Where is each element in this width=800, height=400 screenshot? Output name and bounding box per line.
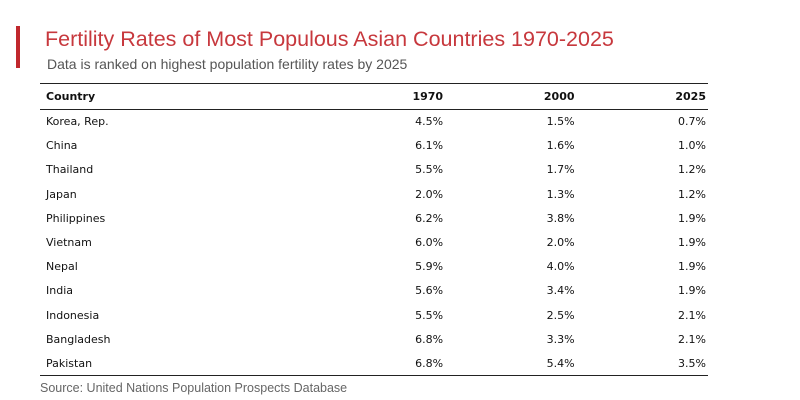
- cell-2000: 1.7%: [546, 163, 575, 177]
- cell-1970: 6.8%: [339, 351, 446, 377]
- cell-2000: 5.4%: [445, 351, 577, 377]
- table-row: Pakistan 6.8% 5.4% 3.5%: [40, 351, 708, 377]
- cell-2025: 1.2%: [678, 187, 706, 201]
- cell-2025: 1.0%: [678, 139, 706, 153]
- cell-2025: 1.9%: [678, 211, 706, 225]
- cell-2000: 3.4%: [546, 284, 575, 298]
- cell-2000: 4.0%: [546, 260, 575, 274]
- table-row: Japan 2.0% 1.3% 1.2%: [40, 182, 708, 206]
- table-row: Vietnam 6.0% 2.0% 1.9%: [40, 230, 708, 254]
- cell-1970: 5.6%: [415, 284, 444, 298]
- cell-2000: 2.5%: [546, 308, 575, 322]
- cell-2025: 3.5%: [576, 351, 708, 377]
- cell-country: Vietnam: [46, 236, 92, 250]
- table-row: China 6.1% 1.6% 1.0%: [40, 134, 708, 158]
- table-header-row: Country 1970 2000 2025: [40, 83, 708, 110]
- chart-subtitle: Data is ranked on highest population fer…: [47, 56, 408, 72]
- cell-2000: 1.6%: [546, 139, 575, 153]
- cell-2025: 2.1%: [678, 332, 706, 346]
- cell-1970: 5.5%: [415, 163, 444, 177]
- cell-country: Korea, Rep.: [46, 115, 109, 129]
- header-country: Country: [40, 83, 340, 110]
- cell-2000: 1.5%: [546, 115, 575, 129]
- cell-2025: 1.9%: [678, 236, 706, 250]
- cell-country: Indonesia: [46, 308, 100, 322]
- cell-country: Nepal: [46, 260, 78, 274]
- cell-country: Japan: [46, 187, 77, 201]
- source-note: Source: United Nations Population Prospe…: [40, 381, 348, 395]
- table-body: Korea, Rep. 4.5% 1.5% 0.7% China 6.1% 1.6% 1.0%…: [40, 110, 708, 377]
- cell-2000: 1.3%: [546, 187, 575, 201]
- header-2000: 2000: [445, 83, 577, 110]
- cell-2000: 3.8%: [546, 211, 575, 225]
- table-row: Indonesia 5.5% 2.5% 2.1%: [40, 303, 708, 327]
- cell-country: Bangladesh: [46, 332, 111, 346]
- cell-1970: 6.1%: [415, 139, 444, 153]
- cell-country: China: [46, 139, 78, 153]
- cell-1970: 2.0%: [415, 187, 444, 201]
- cell-country: Pakistan: [40, 351, 340, 377]
- cell-1970: 6.8%: [415, 332, 444, 346]
- cell-2025: 1.2%: [678, 163, 706, 177]
- cell-1970: 6.2%: [415, 211, 444, 225]
- fertility-table: Country 1970 2000 2025 Korea, Rep. 4.5% 1.…: [40, 83, 708, 377]
- cell-1970: 5.9%: [415, 260, 444, 274]
- table-row: Korea, Rep. 4.5% 1.5% 0.7%: [40, 110, 708, 134]
- cell-2025: 2.1%: [678, 308, 706, 322]
- cell-country: Philippines: [46, 211, 106, 225]
- title-accent-bar: [16, 26, 20, 68]
- cell-country: Thailand: [46, 163, 94, 177]
- cell-2025: 1.9%: [678, 260, 706, 274]
- cell-1970: 4.5%: [415, 115, 444, 129]
- table-row: Philippines 6.2% 3.8% 1.9%: [40, 206, 708, 230]
- cell-country: India: [46, 284, 73, 298]
- cell-2025: 1.9%: [678, 284, 706, 298]
- cell-1970: 6.0%: [415, 236, 444, 250]
- cell-2025: 0.7%: [678, 115, 706, 129]
- cell-2000: 2.0%: [546, 236, 575, 250]
- table-row: Bangladesh 6.8% 3.3% 2.1%: [40, 327, 708, 351]
- header-1970: 1970: [339, 83, 446, 110]
- table-row: Thailand 5.5% 1.7% 1.2%: [40, 158, 708, 182]
- chart-title: Fertility Rates of Most Populous Asian C…: [45, 27, 614, 51]
- header-2025: 2025: [576, 83, 708, 110]
- table-row: India 5.6% 3.4% 1.9%: [40, 279, 708, 303]
- cell-2000: 3.3%: [546, 332, 575, 346]
- cell-1970: 5.5%: [415, 308, 444, 322]
- table-row: Nepal 5.9% 4.0% 1.9%: [40, 255, 708, 279]
